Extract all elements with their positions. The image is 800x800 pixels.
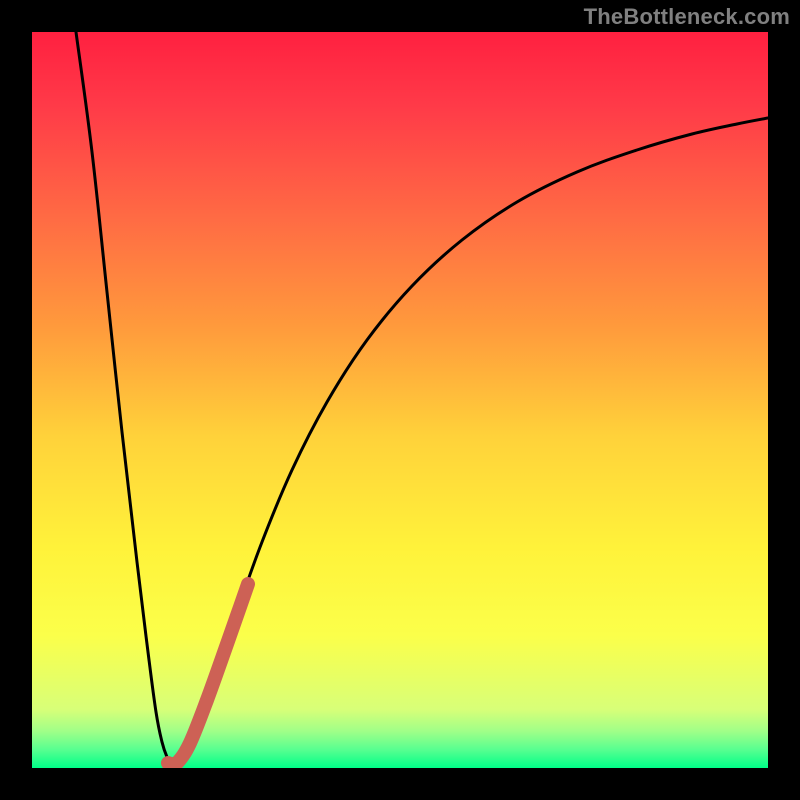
curve-layer xyxy=(32,32,768,768)
plot-area xyxy=(32,32,768,768)
chart-canvas: TheBottleneck.com xyxy=(0,0,800,800)
main-curve xyxy=(76,32,768,765)
highlight-segment xyxy=(168,584,248,764)
watermark-text: TheBottleneck.com xyxy=(584,4,790,30)
